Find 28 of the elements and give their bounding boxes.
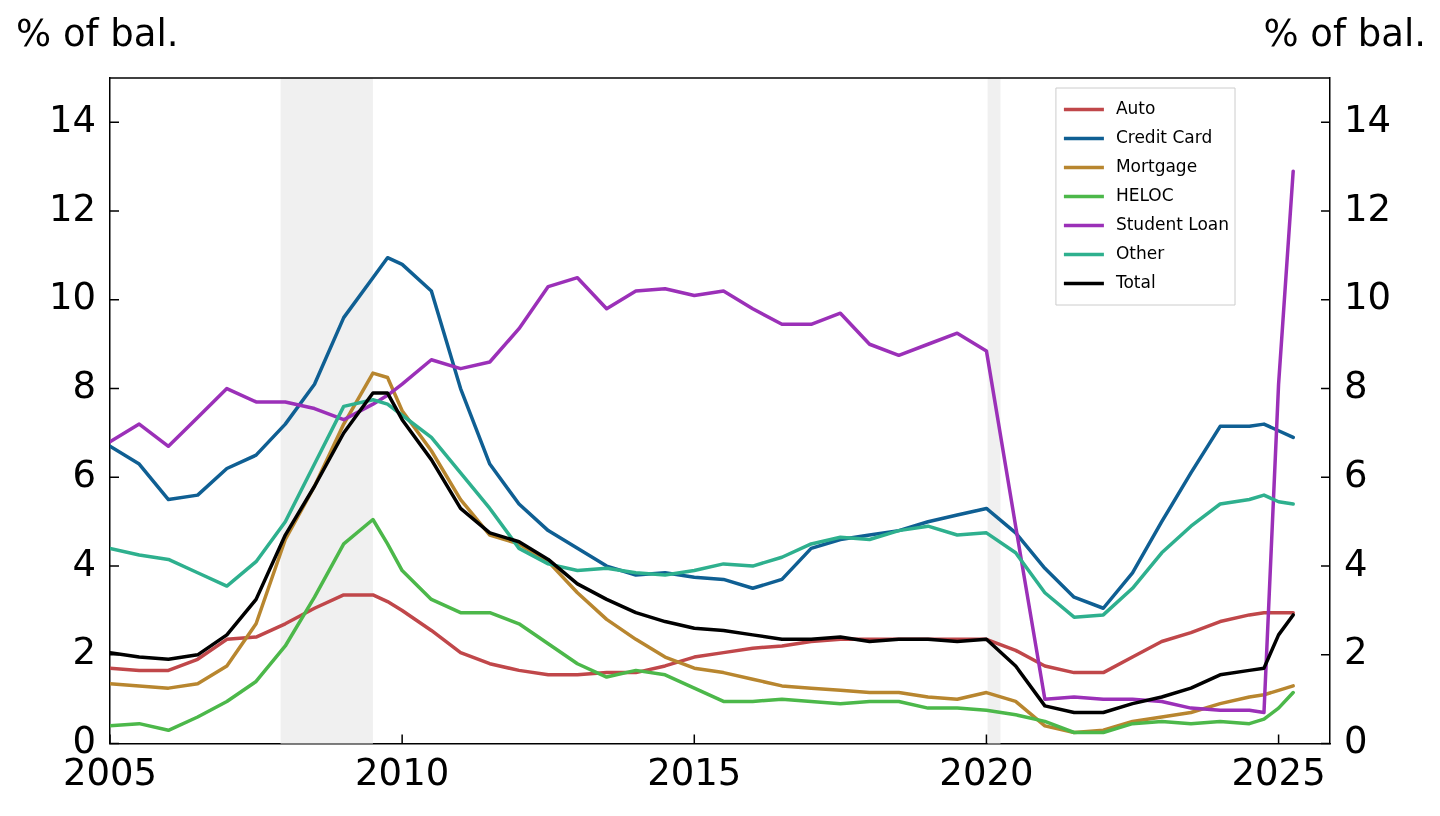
y-tick-label: 8 <box>72 364 96 408</box>
legend-label: HELOC <box>1115 184 1174 205</box>
x-tick-label: 2020 <box>939 751 1034 795</box>
y-tick-label: 14 <box>48 97 96 141</box>
y2-tick-label: 10 <box>1344 275 1392 319</box>
y-axis-title: % of bal. <box>16 12 179 55</box>
y2-tick-label: 2 <box>1344 630 1368 674</box>
y2-tick-label: 6 <box>1344 452 1368 496</box>
y2-tick-label: 12 <box>1344 186 1392 230</box>
y2-tick-label: 4 <box>1344 541 1368 585</box>
y-tick-label: 2 <box>72 630 96 674</box>
x-tick-label: 2010 <box>355 751 450 795</box>
y-tick-label: 12 <box>48 186 96 230</box>
legend-label: Student Loan <box>1115 213 1229 234</box>
y-tick-label: 4 <box>72 541 96 585</box>
y2-tick-label: 8 <box>1344 364 1368 408</box>
legend-label: Auto <box>1115 97 1156 118</box>
y2-tick-label: 0 <box>1344 719 1368 763</box>
y-tick-label: 6 <box>72 452 96 496</box>
y2-tick-label: 14 <box>1344 97 1392 141</box>
legend-label: Other <box>1115 242 1165 263</box>
legend-label: Mortgage <box>1115 155 1198 176</box>
y2-axis-title: % of bal. <box>1263 12 1426 55</box>
y-tick-label: 10 <box>48 275 96 319</box>
x-tick-label: 2025 <box>1231 751 1326 795</box>
legend-label: Credit Card <box>1115 126 1213 147</box>
x-tick-label: 2015 <box>647 751 742 795</box>
legend-label: Total <box>1114 271 1156 292</box>
